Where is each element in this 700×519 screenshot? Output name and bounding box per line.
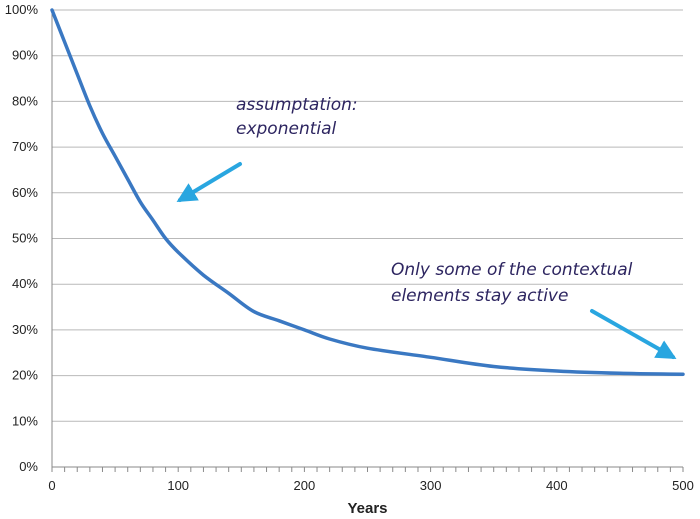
x-axis-title: Years (347, 500, 387, 517)
x-tick-label: 0 (48, 478, 55, 493)
annotation-arrow (590, 309, 677, 359)
y-tick-label: 20% (12, 368, 38, 383)
grid (52, 9, 683, 422)
y-tick-labels: 0% 10% 20% 30% 40% 50% 60% 70% 80% 90% 100% (5, 2, 39, 474)
y-tick-label: 90% (12, 48, 38, 63)
y-tick-label: 30% (12, 322, 38, 337)
x-tick-label: 300 (420, 478, 442, 493)
annotation-text: elements stay active (391, 286, 568, 306)
annotation-text: Only some of the contextual (391, 260, 633, 280)
annotation-text: assumptation: (236, 95, 358, 115)
annotation-arrow (176, 162, 242, 203)
axes (51, 10, 684, 472)
y-tick-label: 70% (12, 139, 38, 154)
x-tick-label: 500 (672, 478, 694, 493)
x-tick-label: 100 (167, 478, 189, 493)
annotations: assumptation: exponential Only some of the… (176, 95, 677, 359)
annotation-text: exponential (236, 119, 337, 139)
x-tick-label: 400 (546, 478, 568, 493)
y-tick-label: 0% (19, 459, 38, 474)
y-tick-label: 10% (12, 413, 38, 428)
y-tick-label: 50% (12, 231, 38, 246)
y-tick-label: 40% (12, 276, 38, 291)
y-tick-label: 80% (12, 93, 38, 108)
x-tick-label: 200 (294, 478, 316, 493)
y-tick-label: 100% (5, 2, 39, 17)
x-tick-labels: 0 100 200 300 400 500 (48, 478, 693, 493)
series-line (50, 8, 685, 376)
series-group (50, 8, 685, 376)
y-tick-label: 60% (12, 185, 38, 200)
